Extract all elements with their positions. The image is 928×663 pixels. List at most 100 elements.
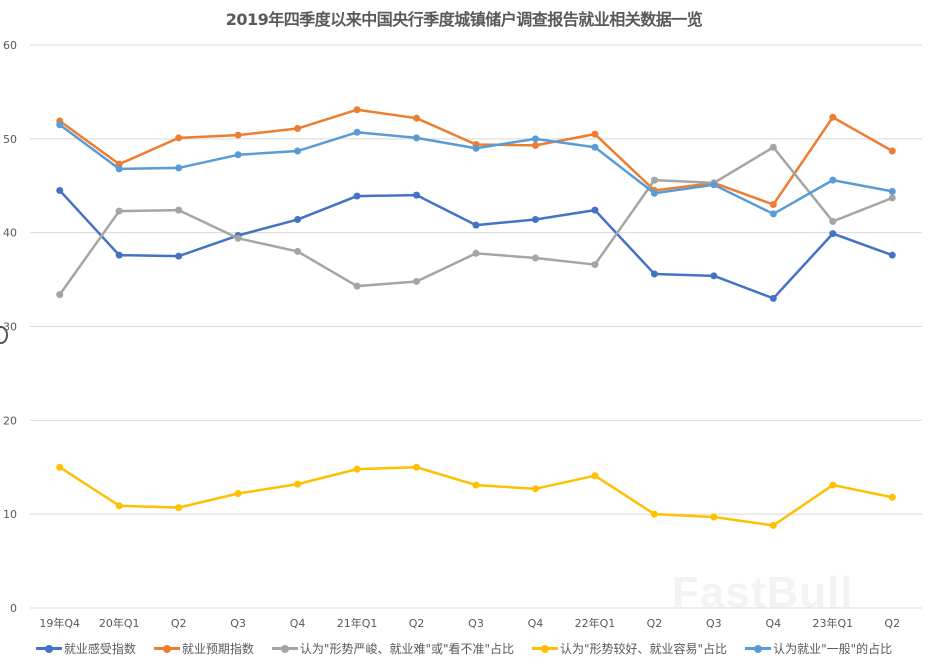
data-point-marker — [472, 144, 480, 152]
data-point-marker — [294, 480, 302, 488]
data-point-marker — [115, 207, 123, 215]
data-point-marker — [829, 176, 837, 184]
data-point-marker — [353, 192, 361, 200]
data-point-marker — [472, 249, 480, 257]
y-tick-label: 10 — [3, 508, 17, 521]
data-point-marker — [115, 251, 123, 259]
data-point-marker — [234, 234, 242, 242]
data-point-marker — [650, 270, 658, 278]
data-point-marker — [56, 186, 64, 194]
data-point-marker — [294, 216, 302, 224]
data-point-marker — [769, 143, 777, 151]
data-point-marker — [353, 128, 361, 136]
y-tick-label: 50 — [3, 133, 17, 146]
data-point-marker — [234, 131, 242, 139]
data-point-marker — [531, 141, 539, 149]
data-point-marker — [175, 206, 183, 214]
x-tick-label: Q2 — [171, 617, 187, 630]
data-point-marker — [710, 513, 718, 521]
data-point-marker — [115, 502, 123, 510]
y-tick-label: 60 — [3, 39, 17, 52]
data-point-marker — [650, 510, 658, 518]
y-tick-label: 20 — [3, 414, 17, 427]
series-line — [58, 146, 893, 296]
data-point-marker — [591, 143, 599, 151]
data-point-marker — [769, 210, 777, 218]
legend-line-marker-icon — [153, 644, 180, 653]
x-tick-label: Q3 — [706, 617, 722, 630]
series-line — [59, 466, 893, 527]
data-point-marker — [353, 282, 361, 290]
data-point-marker — [888, 493, 896, 501]
series-line — [58, 189, 893, 300]
data-point-marker — [353, 465, 361, 473]
x-tick-label: Q4 — [765, 617, 781, 630]
data-point-marker — [294, 147, 302, 155]
data-point-marker — [769, 201, 777, 209]
legend-label: 就业感受指数 — [63, 642, 136, 656]
legend-line-marker-icon — [35, 644, 62, 653]
data-point-marker — [829, 230, 837, 238]
data-point-marker — [769, 294, 777, 302]
x-tick-label: 22年Q1 — [575, 616, 616, 630]
data-point-marker — [234, 490, 242, 498]
data-point-marker — [710, 181, 718, 189]
x-tick-label: Q3 — [468, 617, 484, 630]
data-point-marker — [531, 485, 539, 493]
data-point-marker — [234, 151, 242, 159]
data-point-marker — [650, 176, 658, 184]
data-point-marker — [531, 254, 539, 262]
x-tick-label: Q2 — [647, 617, 663, 630]
legend-line-marker-icon — [532, 644, 559, 653]
y-tick-label: 0 — [10, 602, 17, 615]
data-point-marker — [175, 164, 183, 172]
y-tick-label: 30 — [3, 321, 17, 334]
data-point-marker — [175, 134, 183, 142]
data-point-marker — [413, 463, 421, 471]
legend-item: 认为"形势严峻、就业难"或"看不准"占比 — [271, 640, 515, 657]
legend-item: 认为"形势较好、就业容易"占比 — [532, 640, 727, 657]
data-point-marker — [710, 272, 718, 280]
data-point-marker — [413, 114, 421, 122]
legend-label: 认为就业"一般"的占比 — [773, 642, 893, 656]
chart-title: 2019年四季度以来中国央行季度城镇储户调查报告就业相关数据一览 — [225, 10, 703, 29]
data-point-marker — [888, 187, 896, 195]
data-point-marker — [829, 217, 837, 225]
data-point-marker — [888, 194, 896, 202]
x-tick-label: Q4 — [528, 617, 544, 630]
legend-item: 就业预期指数 — [153, 640, 254, 657]
data-point-marker — [591, 206, 599, 214]
data-point-marker — [175, 504, 183, 512]
data-point-marker — [413, 134, 421, 142]
data-point-marker — [353, 106, 361, 114]
watermark-logo: FastBull — [672, 568, 854, 617]
data-point-marker — [175, 252, 183, 260]
legend-line-marker-icon — [271, 644, 298, 653]
data-point-marker — [413, 191, 421, 199]
data-point-marker — [591, 130, 599, 138]
data-point-marker — [829, 113, 837, 121]
data-point-marker — [769, 521, 777, 529]
legend-label: 就业预期指数 — [181, 642, 254, 656]
data-point-marker — [650, 189, 658, 197]
data-point-marker — [115, 165, 123, 173]
x-tick-label: Q2 — [884, 617, 900, 630]
data-point-marker — [888, 251, 896, 259]
data-point-marker — [591, 261, 599, 269]
x-tick-label: 20年Q1 — [99, 616, 140, 630]
chart-legend: 就业感受指数 就业预期指数 认为"形势严峻、就业难"或"看不准"占比 认为"形势较好、… — [0, 640, 928, 657]
x-tick-label: 23年Q1 — [812, 616, 853, 630]
x-tick-label: Q2 — [409, 617, 425, 630]
data-point-marker — [56, 121, 64, 129]
legend-label: 认为"形势较好、就业容易"占比 — [560, 642, 728, 656]
data-point-marker — [413, 277, 421, 285]
legend-label: 认为"形势严峻、就业难"或"看不准"占比 — [299, 642, 515, 656]
data-point-marker — [531, 135, 539, 143]
series-line — [58, 108, 893, 206]
x-tick-label: Q3 — [230, 617, 246, 630]
data-point-marker — [591, 472, 599, 480]
y-tick-label: 40 — [3, 227, 17, 240]
data-point-marker — [888, 147, 896, 155]
cropped-glyph — [0, 326, 8, 344]
data-point-marker — [56, 291, 64, 299]
